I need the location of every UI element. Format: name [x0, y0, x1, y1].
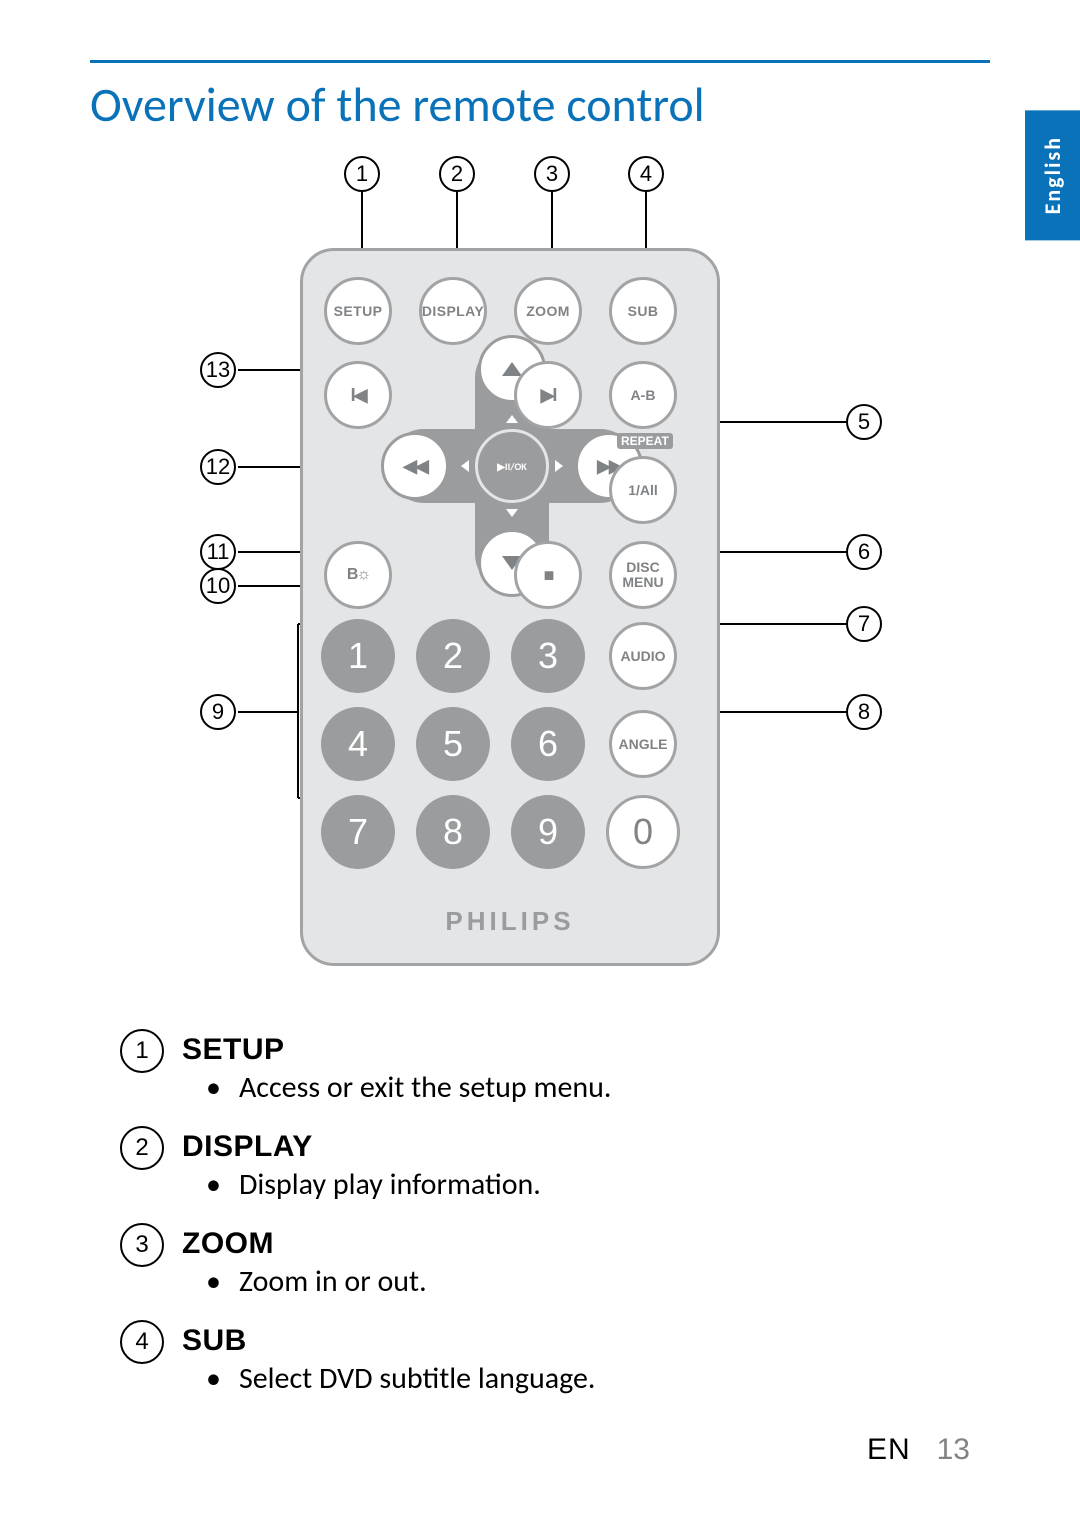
audio-button[interactable]: AUDIO	[609, 622, 677, 690]
prev-track-button[interactable]: I◀	[324, 361, 392, 429]
desc-bullet: Zoom in or out.	[206, 1263, 427, 1300]
desc-bullet: Select DVD subtitle language.	[206, 1360, 595, 1397]
numpad-1[interactable]: 1	[321, 619, 395, 693]
brand-label: PHILIPS	[321, 906, 699, 937]
callout-4: 4	[628, 156, 664, 192]
callout-6: 6	[846, 534, 882, 570]
page-title: Overview of the remote control	[90, 75, 990, 134]
ab-repeat-button[interactable]: A-B	[609, 361, 677, 429]
repeat-label: REPEAT	[617, 433, 673, 449]
callout-9: 9	[200, 694, 236, 730]
desc-bullet: Access or exit the setup menu.	[206, 1069, 611, 1106]
remote-body: SETUP DISPLAY ZOOM SUB ◀◀ ▶	[300, 248, 720, 966]
stop-button[interactable]: ■	[514, 541, 582, 609]
numpad-2[interactable]: 2	[416, 619, 490, 693]
rewind-button[interactable]: ◀◀	[381, 432, 449, 500]
dpad: ◀◀ ▶▶ ▶II/OK	[387, 341, 637, 591]
footer-page: 13	[937, 1433, 970, 1467]
angle-button[interactable]: ANGLE	[609, 710, 677, 778]
language-tab: English	[1025, 110, 1080, 240]
remote-diagram: 1 2 3 4 13 12 11 10 9 5 6 7 8 SETUP DISP…	[170, 154, 910, 989]
desc-num: 2	[120, 1126, 164, 1170]
callout-3: 3	[534, 156, 570, 192]
desc-num: 4	[120, 1320, 164, 1364]
description-list: 1 SETUP Access or exit the setup menu. 2…	[120, 1029, 990, 1397]
brightness-button[interactable]: B☼	[324, 541, 392, 609]
play-pause-ok-button[interactable]: ▶II/OK	[475, 429, 549, 503]
repeat-all-button[interactable]: 1/All	[609, 456, 677, 524]
callout-1: 1	[344, 156, 380, 192]
desc-term: SETUP	[182, 1033, 611, 1067]
callout-5: 5	[846, 404, 882, 440]
next-track-button[interactable]: ▶I	[514, 361, 582, 429]
desc-item: 4 SUB Select DVD subtitle language.	[120, 1320, 990, 1397]
sub-button[interactable]: SUB	[609, 277, 677, 345]
callout-8: 8	[846, 694, 882, 730]
desc-item: 2 DISPLAY Display play information.	[120, 1126, 990, 1203]
zoom-button[interactable]: ZOOM	[514, 277, 582, 345]
numpad-3[interactable]: 3	[511, 619, 585, 693]
callout-11: 11	[200, 534, 236, 570]
desc-num: 1	[120, 1029, 164, 1073]
disc-menu-button[interactable]: DISCMENU	[609, 541, 677, 609]
callout-12: 12	[200, 449, 236, 485]
numpad-9[interactable]: 9	[511, 795, 585, 869]
desc-term: ZOOM	[182, 1227, 427, 1261]
desc-item: 1 SETUP Access or exit the setup menu.	[120, 1029, 990, 1106]
desc-term: DISPLAY	[182, 1130, 541, 1164]
footer-lang: EN	[867, 1433, 911, 1467]
numpad-4[interactable]: 4	[321, 707, 395, 781]
callout-2: 2	[439, 156, 475, 192]
desc-bullet: Display play information.	[206, 1166, 541, 1203]
numpad-6[interactable]: 6	[511, 707, 585, 781]
desc-item: 3 ZOOM Zoom in or out.	[120, 1223, 990, 1300]
numpad-7[interactable]: 7	[321, 795, 395, 869]
numpad-0[interactable]: 0	[606, 795, 680, 869]
desc-term: SUB	[182, 1324, 595, 1358]
desc-num: 3	[120, 1223, 164, 1267]
callout-7: 7	[846, 606, 882, 642]
callout-13: 13	[200, 352, 236, 388]
numpad-5[interactable]: 5	[416, 707, 490, 781]
numpad-8[interactable]: 8	[416, 795, 490, 869]
page-footer: EN 13	[867, 1433, 970, 1467]
setup-button[interactable]: SETUP	[324, 277, 392, 345]
display-button[interactable]: DISPLAY	[419, 277, 487, 345]
callout-10: 10	[200, 568, 236, 604]
